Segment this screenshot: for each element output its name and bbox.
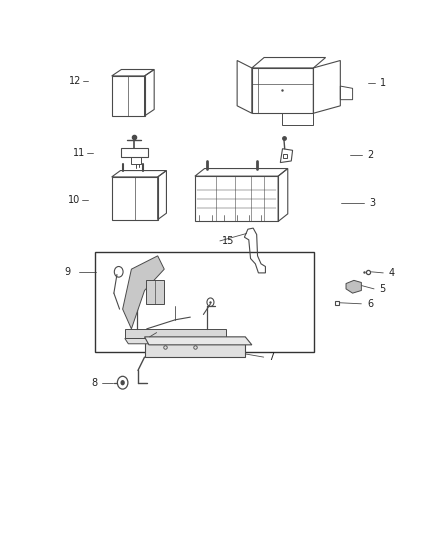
Text: 8: 8 (91, 378, 97, 387)
Text: 4: 4 (389, 268, 395, 278)
Text: 3: 3 (369, 198, 375, 207)
Bar (95, 252, 314, 352)
Text: 15: 15 (222, 236, 234, 246)
Polygon shape (125, 338, 231, 344)
Text: 1: 1 (380, 78, 386, 87)
Text: 9: 9 (65, 267, 71, 277)
Text: 5: 5 (379, 284, 385, 294)
Polygon shape (125, 329, 226, 338)
Polygon shape (123, 256, 164, 329)
Text: 7: 7 (268, 352, 275, 362)
Polygon shape (146, 280, 164, 304)
Text: 2: 2 (367, 150, 373, 159)
Text: 11: 11 (73, 148, 85, 158)
Text: 12: 12 (69, 76, 81, 86)
Circle shape (120, 380, 125, 385)
Polygon shape (346, 280, 361, 293)
Text: 10: 10 (68, 195, 81, 205)
Polygon shape (145, 337, 252, 345)
Polygon shape (145, 337, 245, 357)
Text: 6: 6 (367, 299, 373, 309)
